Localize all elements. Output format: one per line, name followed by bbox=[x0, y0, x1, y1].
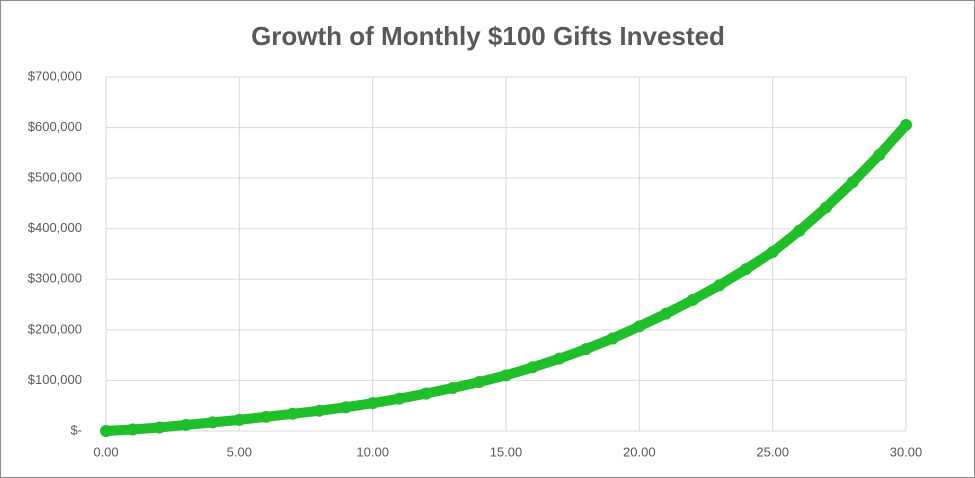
data-point bbox=[340, 401, 352, 414]
data-point bbox=[526, 361, 539, 374]
data-point bbox=[366, 397, 379, 410]
data-point bbox=[686, 294, 699, 307]
data-point bbox=[420, 387, 432, 400]
x-tick-label: 30.00 bbox=[890, 444, 923, 459]
y-tick-label: $200,000 bbox=[28, 321, 82, 336]
x-tick-label: 15.00 bbox=[490, 444, 523, 459]
data-point bbox=[206, 416, 219, 429]
data-point bbox=[393, 392, 406, 405]
data-point bbox=[766, 245, 779, 258]
data-point bbox=[260, 410, 272, 423]
data-point bbox=[660, 307, 672, 320]
data-point bbox=[740, 263, 752, 276]
data-point bbox=[820, 201, 832, 214]
x-tick-label: 0.00 bbox=[93, 444, 118, 459]
chart-title: Growth of Monthly $100 Gifts Invested bbox=[251, 21, 725, 51]
y-tick-label: $500,000 bbox=[28, 170, 82, 185]
y-tick-label: $400,000 bbox=[28, 220, 82, 235]
data-point bbox=[633, 320, 646, 333]
data-point bbox=[553, 352, 566, 365]
x-tick-label: 20.00 bbox=[623, 444, 656, 459]
data-point bbox=[126, 423, 139, 436]
data-point bbox=[100, 425, 112, 437]
data-point bbox=[846, 176, 859, 189]
data-point bbox=[900, 119, 912, 132]
data-point bbox=[873, 148, 886, 161]
y-tick-label: $300,000 bbox=[28, 271, 82, 286]
data-point bbox=[313, 404, 326, 417]
data-point bbox=[446, 382, 459, 395]
x-tick-label: 25.00 bbox=[756, 444, 789, 459]
data-point bbox=[793, 224, 806, 237]
x-tick-label: 10.00 bbox=[356, 444, 389, 459]
y-tick-label: $600,000 bbox=[28, 119, 82, 134]
y-tick-label: $- bbox=[70, 422, 82, 437]
data-point bbox=[500, 369, 512, 382]
data-point bbox=[606, 332, 619, 345]
data-point bbox=[233, 413, 246, 426]
data-point bbox=[180, 418, 192, 431]
y-tick-label: $700,000 bbox=[28, 68, 82, 83]
data-point bbox=[473, 375, 486, 388]
y-tick-label: $100,000 bbox=[28, 372, 82, 387]
data-point bbox=[286, 407, 299, 420]
data-point bbox=[580, 343, 592, 356]
data-point bbox=[713, 279, 726, 292]
x-tick-label: 5.00 bbox=[227, 444, 252, 459]
data-point bbox=[153, 421, 166, 434]
